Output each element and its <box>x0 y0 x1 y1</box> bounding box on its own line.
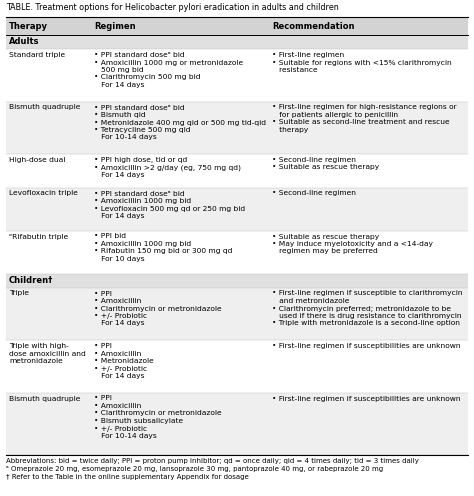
Text: • PPI standard doseᵃ bid
• Amoxicillin 1000 mg bid
• Levofloxacin 500 mg qd or 2: • PPI standard doseᵃ bid • Amoxicillin 1… <box>94 190 246 219</box>
Bar <box>6 35 468 49</box>
Text: ᵒRifabutin triple: ᵒRifabutin triple <box>9 234 68 240</box>
Text: • PPI bid
• Amoxicillin 1000 mg bid
• Rifabutin 150 mg bid or 300 mg qd
   For 1: • PPI bid • Amoxicillin 1000 mg bid • Ri… <box>94 234 233 262</box>
Text: Recommendation: Recommendation <box>273 22 355 31</box>
Bar <box>6 392 468 454</box>
Text: Standard triple: Standard triple <box>9 52 65 58</box>
Text: • Second-line regimen: • Second-line regimen <box>273 190 356 196</box>
Text: • First-line regimen if susceptible to clarithromycin
   and metronidazole
• Cla: • First-line regimen if susceptible to c… <box>273 291 463 326</box>
Text: TABLE. Treatment options for Helicobacter pylori eradication in adults and child: TABLE. Treatment options for Helicobacte… <box>6 3 339 12</box>
Text: ᵃ Omeprazole 20 mg, esomeprazole 20 mg, lansoprazole 30 mg, pantoprazole 40 mg, : ᵃ Omeprazole 20 mg, esomeprazole 20 mg, … <box>6 466 383 472</box>
Bar <box>6 273 468 288</box>
Bar <box>6 154 468 187</box>
Text: • Suitable as rescue therapy
• May induce myelotoxicity and a <14-day
   regimen: • Suitable as rescue therapy • May induc… <box>273 234 433 254</box>
Text: • PPI standard doseᵃ bid
• Bismuth qid
• Metronidazole 400 mg qid or 500 mg tid-: • PPI standard doseᵃ bid • Bismuth qid •… <box>94 105 266 140</box>
Text: Adults: Adults <box>9 38 39 47</box>
Text: • Second-line regimen
• Suitable as rescue therapy: • Second-line regimen • Suitable as resc… <box>273 157 380 171</box>
Text: • PPI
• Amoxicillin
• Clarithromycin or metronidazole
• +/- Probiotic
   For 14 : • PPI • Amoxicillin • Clarithromycin or … <box>94 291 222 326</box>
Bar <box>6 102 468 154</box>
Bar <box>6 18 468 35</box>
Text: Bismuth quadruple: Bismuth quadruple <box>9 395 81 401</box>
Bar <box>6 49 468 102</box>
Text: Abbreviations: bid = twice daily; PPI = proton pump inhibitor; qd = once daily; : Abbreviations: bid = twice daily; PPI = … <box>6 457 419 463</box>
Bar <box>6 288 468 340</box>
Text: Therapy: Therapy <box>9 22 48 31</box>
Text: • PPI
• Amoxicillin
• Clarithromycin or metronidazole
• Bismuth subsalicylate
• : • PPI • Amoxicillin • Clarithromycin or … <box>94 395 222 439</box>
Text: Bismuth quadruple: Bismuth quadruple <box>9 105 81 111</box>
Text: • PPI
• Amoxicillin
• Metronidazole
• +/- Probiotic
   For 14 days: • PPI • Amoxicillin • Metronidazole • +/… <box>94 343 154 379</box>
Text: • PPI high dose, tid or qd
• Amoxicillin >2 g/day (eg, 750 mg qd)
   For 14 days: • PPI high dose, tid or qd • Amoxicillin… <box>94 157 241 179</box>
Text: • First-line regimen
• Suitable for regions with <15% clarithromycin
   resistan: • First-line regimen • Suitable for regi… <box>273 52 452 73</box>
Text: • First-line regimen if susceptibilities are unknown: • First-line regimen if susceptibilities… <box>273 343 461 349</box>
Text: High-dose dual: High-dose dual <box>9 157 65 163</box>
Text: • First-line regimen for high-resistance regions or
   for patients allergic to : • First-line regimen for high-resistance… <box>273 105 457 133</box>
Bar <box>6 231 468 273</box>
Text: • First-line regimen if susceptibilities are unknown: • First-line regimen if susceptibilities… <box>273 395 461 401</box>
Bar <box>6 187 468 231</box>
Text: Regimen: Regimen <box>94 22 136 31</box>
Text: † Refer to the Table in the online supplementary Appendix for dosage: † Refer to the Table in the online suppl… <box>6 475 249 481</box>
Text: Triple with high-
dose amoxicillin and
metronidazole: Triple with high- dose amoxicillin and m… <box>9 343 86 364</box>
Text: Levofloxacin triple: Levofloxacin triple <box>9 190 78 196</box>
Bar <box>6 340 468 392</box>
Text: Children†: Children† <box>9 276 54 285</box>
Text: • PPI standard doseᵃ bid
• Amoxicillin 1000 mg or metronidazole
   500 mg bid
• : • PPI standard doseᵃ bid • Amoxicillin 1… <box>94 52 244 88</box>
Text: Triple: Triple <box>9 291 29 297</box>
